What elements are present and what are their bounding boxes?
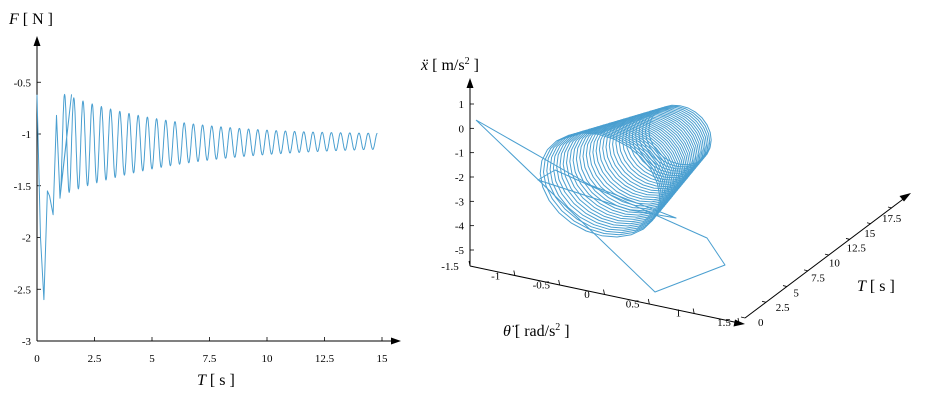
theta-tick-label: 0.5 (626, 298, 640, 310)
theta-tick-label: -1.5 (441, 261, 459, 273)
trajectory-loop (622, 111, 700, 183)
z-tick-label: -3 (455, 196, 465, 208)
time-tick-mark (782, 285, 788, 287)
x-tick-label: 10 (262, 353, 274, 365)
trajectory-loop (562, 126, 672, 223)
theta-tick-mark (737, 317, 740, 324)
theta-tick-mark (603, 289, 605, 295)
theta-tick-mark (468, 260, 471, 267)
trajectory-loop (589, 119, 684, 205)
y-tick-label: -2.5 (14, 284, 32, 296)
trajectory-loop (648, 104, 712, 166)
time-axis-label: T [ s ] (857, 278, 895, 295)
theta-axis-label: θ̈ [ rad/s2 ] (503, 322, 570, 340)
theta-tick-label: -0.5 (533, 280, 551, 292)
trajectory-series (475, 104, 726, 293)
force-time-plot: -0.5 -1 -1.5 -2 -2.5 -3 0 2.5 5 7.5 10 12.5 15 F [ … (8, 11, 401, 389)
trajectory-transient (475, 119, 726, 293)
z-tick-label: 1 (459, 99, 465, 111)
trajectory-loop (592, 119, 686, 203)
time-tick-mark (887, 206, 893, 209)
time-tick-mark (824, 253, 830, 256)
z-tick-label: -4 (455, 221, 465, 233)
trajectory-loop (582, 121, 681, 209)
theta-tick-label: 1.5 (717, 317, 731, 329)
time-tick-label: 7.5 (811, 272, 825, 284)
trajectory-loop (579, 122, 679, 212)
time-tick-mark (761, 300, 767, 303)
trajectory-loop (641, 106, 709, 170)
theta-tick-label: -1 (491, 270, 500, 282)
x-tick-label: 0 (34, 353, 40, 365)
time-axis (744, 196, 907, 319)
trajectory-loop (612, 114, 695, 190)
theta-tick-label: 0 (584, 289, 590, 301)
y-tick-label: -3 (22, 336, 32, 348)
3d-trajectory-plot: 10-1-2-3-4-5 -1.5-1-0.500.511.5 02.557.5… (420, 56, 911, 340)
time-tick-label: 0 (758, 317, 764, 329)
y-tick-label: -1.5 (14, 181, 32, 193)
y-axis-arrow (33, 36, 41, 46)
y-tick-label: -0.5 (14, 77, 32, 89)
time-tick-mark (845, 238, 851, 240)
theta-axis-arrow (733, 319, 745, 327)
time-tick-mark (803, 269, 809, 272)
trajectory-loop (569, 125, 675, 218)
x-tick-label: 5 (149, 353, 155, 365)
z-axis-label: ẍ [ m/s2 ] (420, 56, 479, 74)
trajectory-loop (566, 125, 673, 220)
time-tick-label: 17.5 (882, 213, 902, 225)
y-axis-label: F [ N ] (8, 11, 53, 28)
trajectory-loop (628, 109, 703, 179)
time-tick-mark (740, 316, 746, 319)
trajectory-loop (552, 129, 667, 229)
theta-tick-mark (513, 270, 516, 276)
z-tick-label: -2 (455, 172, 464, 184)
trajectory-loop (602, 116, 690, 196)
time-tick-label: 2.5 (776, 302, 790, 314)
trajectory-loop (546, 130, 664, 234)
trajectory-loop (638, 107, 707, 172)
time-tick-label: 10 (829, 258, 841, 270)
y-tick-label: -1 (22, 129, 31, 141)
time-tick-label: 15 (864, 228, 876, 240)
trajectory-loop (645, 105, 711, 168)
time-tick-label: 12.5 (847, 243, 867, 255)
trajectory-loop (575, 123, 678, 214)
time-tick-mark (866, 222, 872, 225)
theta-tick-mark (692, 308, 695, 314)
trajectory-loop (635, 108, 706, 174)
z-axis-arrow (466, 78, 474, 88)
x-tick-label: 2.5 (88, 353, 102, 365)
trajectory-loop (585, 120, 683, 207)
x-tick-label: 7.5 (203, 353, 217, 365)
trajectory-loop (631, 109, 704, 177)
y-tick-label: -2 (22, 233, 31, 245)
trajectory-loop (556, 128, 669, 227)
z-tick-label: -5 (455, 245, 465, 257)
time-tick-label: 5 (793, 287, 799, 299)
force-series-line (36, 93, 378, 301)
theta-tick-mark (558, 279, 561, 286)
x-axis-arrow (391, 337, 401, 345)
time-axis-arrow (899, 193, 911, 202)
trajectory-loop (595, 118, 687, 201)
trajectory-loop (598, 117, 689, 198)
z-tick-label: 0 (459, 123, 465, 135)
theta-tick-mark (647, 298, 650, 305)
trajectory-loop (539, 132, 661, 238)
trajectory-loop (618, 112, 698, 185)
trajectory-loop (615, 113, 697, 188)
trajectory-loop (625, 110, 701, 181)
theta-tick-label: 1 (676, 308, 682, 320)
trajectory-loop (608, 114, 693, 192)
x-tick-label: 12.5 (315, 353, 335, 365)
trajectory-loop (572, 124, 676, 216)
x-tick-label: 15 (377, 353, 389, 365)
x-axis-label: T [ s ] (197, 372, 235, 389)
trajectory-loop (605, 115, 692, 194)
z-tick-label: -1 (455, 148, 464, 160)
